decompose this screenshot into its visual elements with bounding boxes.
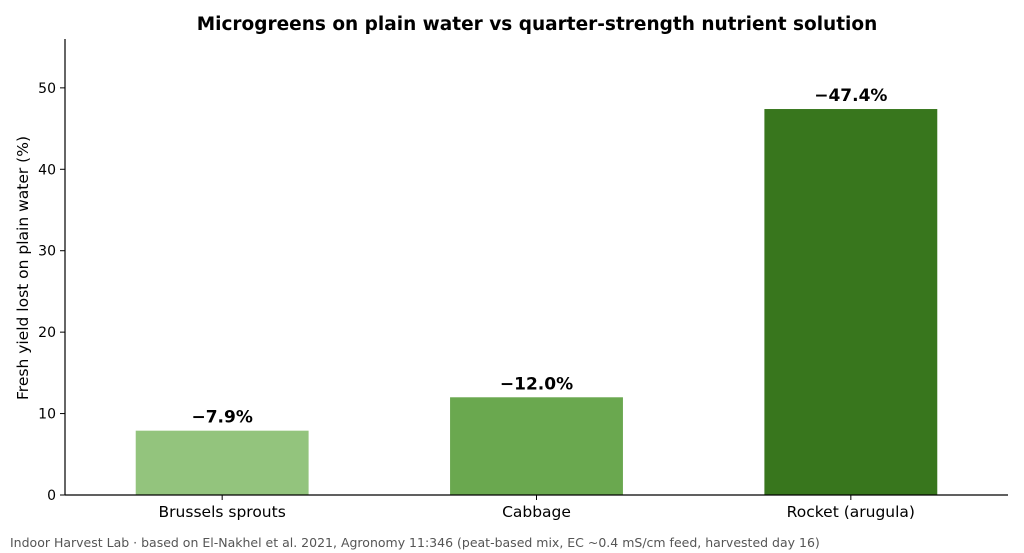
plot-area: 0 10 20 30 40 50 −7.9% Brussels sprouts −12.0% Ca…	[38, 81, 938, 521]
x-tick-label: Cabbage	[502, 503, 571, 521]
y-tick-label: 30	[38, 244, 56, 260]
y-tick-label: 40	[38, 162, 56, 178]
data-label: −12.0%	[500, 374, 573, 394]
source-caption: Indoor Harvest Lab · based on El-Nakhel …	[10, 535, 820, 550]
y-tick-label: 50	[38, 81, 56, 97]
x-tick-label: Rocket (arugula)	[787, 503, 915, 521]
y-tick-label: 0	[47, 488, 56, 504]
data-label: −7.9%	[191, 408, 252, 428]
y-tick-label: 10	[38, 407, 56, 423]
y-tick-label: 20	[38, 325, 56, 341]
data-label: −47.4%	[814, 86, 887, 106]
bar-rocket-arugula	[764, 109, 938, 496]
chart-title: Microgreens on plain water vs quarter-st…	[197, 14, 878, 35]
bar-cabbage	[450, 397, 623, 495]
x-tick-label: Brussels sprouts	[159, 503, 286, 521]
bar-brussels-sprouts	[135, 430, 309, 495]
y-axis-label: Fresh yield lost on plain water (%)	[14, 136, 32, 400]
